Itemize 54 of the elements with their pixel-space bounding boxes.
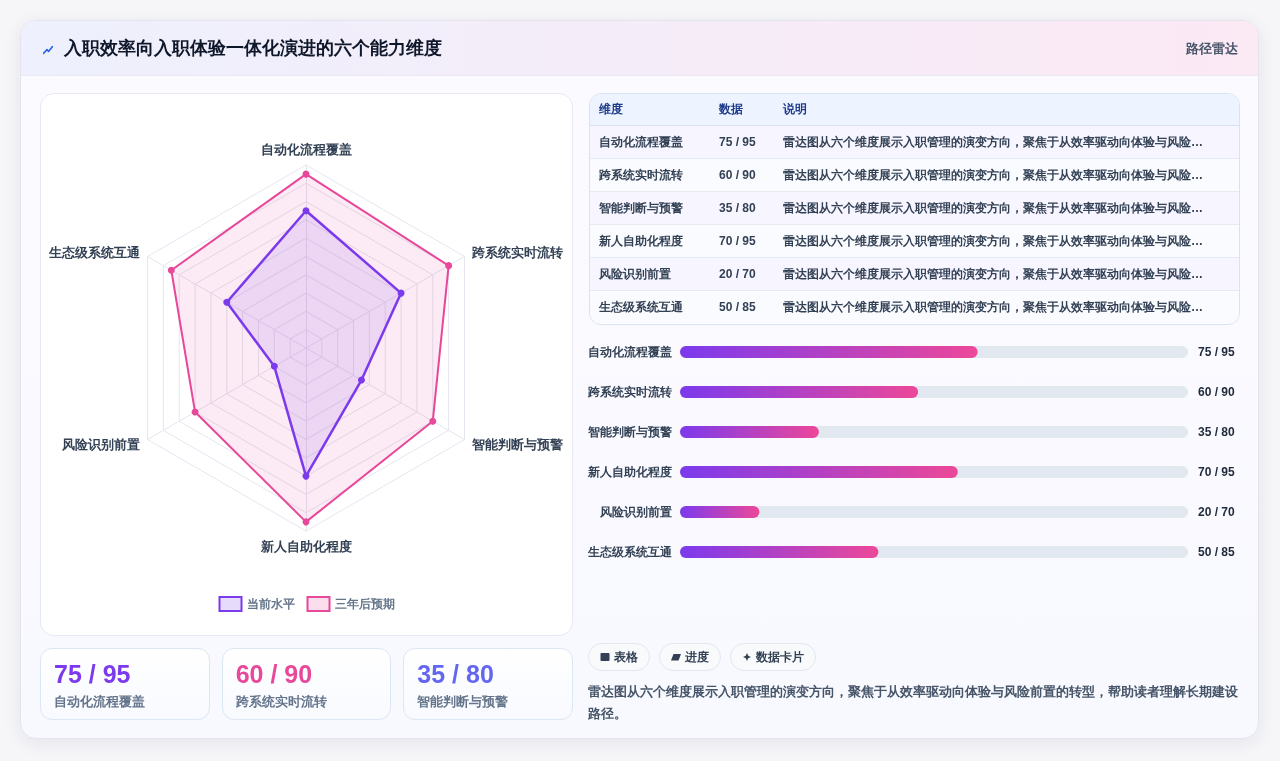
spoke-label: 生态级系统互通 [47, 244, 141, 260]
y-tick-label: 自动化流程覆盖 [588, 345, 672, 359]
spoke-label: 智能判断与预警 [471, 436, 564, 452]
text: 表格 [614, 648, 638, 666]
data-label: 35 / 80 [1198, 425, 1236, 439]
y-tick-label: 风险识别前置 [599, 505, 672, 519]
data-label: 60 / 90 [1198, 385, 1236, 399]
text: 生态级系统互通 [599, 299, 683, 314]
text: 70 / 95 [719, 234, 756, 248]
text: 新人自助化程度 [599, 233, 683, 248]
y-tick-label: 智能判断与预警 [587, 425, 672, 439]
bar [680, 506, 760, 518]
text: 自动化流程覆盖 [599, 134, 683, 149]
text: 35 / 80 [417, 660, 494, 688]
text: 雷达图从六个维度展示入职管理的演变方向，聚焦于从效率驱动向体验与风险… [783, 233, 1203, 248]
category-label: 自动化流程覆盖 [54, 693, 146, 711]
data-label: 20 / 70 [1198, 505, 1236, 519]
text: 雷达图从六个维度展示入职管理的演变方向，聚焦于从效率驱动向体验与风险… [783, 299, 1203, 314]
spoke-label: 跨系统实时流转 [471, 244, 564, 260]
category-label: 维度 [590, 94, 710, 126]
y-tick-label: 跨系统实时流转 [587, 385, 672, 399]
text: 雷达图从六个维度展示入职管理的演变方向，聚焦于从效率驱动向体验与风险… [783, 266, 1203, 281]
category-label: 跨系统实时流转 [235, 693, 328, 711]
text: 雷达图从六个维度展示入职管理的演变方向，聚焦于从效率驱动向体验与风险… [783, 134, 1203, 149]
text: 75 / 95 [719, 135, 756, 149]
text: 智能判断与预警 [599, 200, 683, 215]
bar [680, 426, 819, 438]
data-label: 75 / 95 [1198, 345, 1236, 359]
y-tick-label: 新人自助化程度 [587, 465, 672, 479]
legend-label: 当前水平 [246, 597, 295, 611]
text: 雷达图从六个维度展示入职管理的演变方向，聚焦于从效率驱动向体验与风险前置的转型，帮助读者理解长期建设路径。 [588, 683, 1239, 723]
text: 60 / 90 [235, 660, 313, 688]
text: 雷达图从六个维度展示入职管理的演变方向，聚焦于从效率驱动向体验与风险… [783, 200, 1203, 215]
category-label: 数据 [710, 94, 774, 126]
spoke-label: 自动化流程覆盖 [260, 142, 352, 157]
text: 60 / 90 [719, 168, 756, 182]
data-label: 50 / 85 [1198, 545, 1236, 559]
text: 进度 [685, 648, 709, 666]
category-label: 智能判断与预警 [417, 693, 510, 711]
spoke-label: 风险识别前置 [60, 436, 140, 452]
text: 数据卡片 [756, 648, 804, 666]
spoke-label: 新人自助化程度 [259, 539, 352, 554]
text: 雷达图从六个维度展示入职管理的演变方向，聚焦于从效率驱动向体验与风险… [783, 167, 1203, 182]
text: 75 / 95 [54, 660, 131, 688]
text: 20 / 70 [719, 267, 756, 281]
y-tick-label: 生态级系统互通 [587, 545, 673, 559]
legend-label: 三年后预期 [334, 597, 395, 611]
data-label: 70 / 95 [1198, 465, 1236, 479]
text: 跨系统实时流转 [599, 167, 683, 182]
category-label: 说明 [774, 94, 1239, 126]
text: 50 / 85 [719, 300, 756, 314]
text: 路径雷达 [1186, 40, 1238, 58]
chart-title: 入职效率向入职体验一体化演进的六个能力维度 [64, 37, 442, 59]
text: 35 / 80 [719, 201, 756, 215]
